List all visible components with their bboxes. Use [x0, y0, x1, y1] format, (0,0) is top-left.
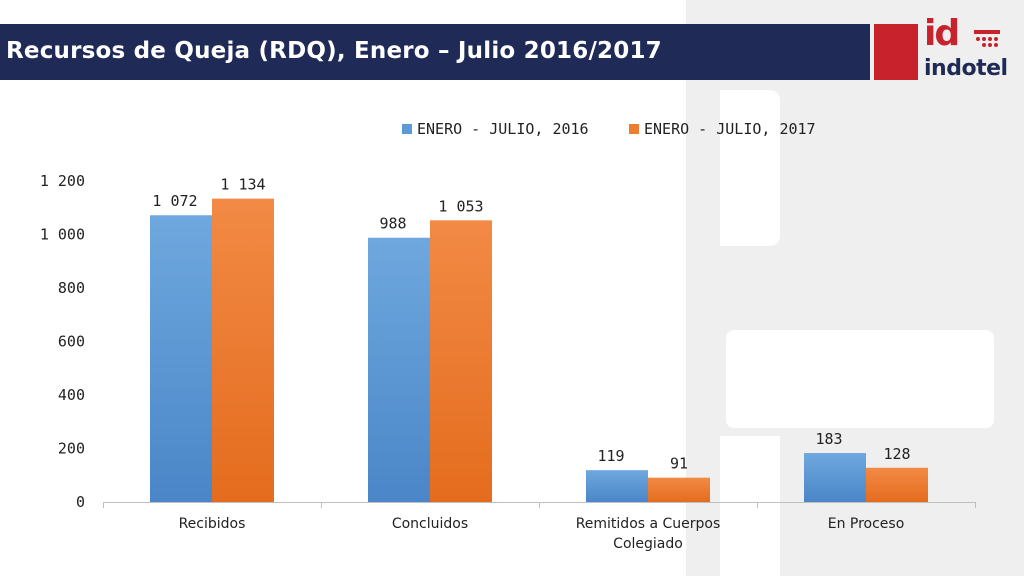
bar-chart: 0 200 400 600 800 1 000 1 200 1 072 1 134 Recibid…	[40, 120, 976, 552]
legend-swatch	[629, 124, 639, 134]
background-accent-lower	[720, 436, 780, 576]
bar-2016	[150, 215, 212, 502]
data-label: 91	[670, 455, 688, 473]
bar-2016	[586, 470, 648, 502]
y-tick-label: 1 200	[40, 172, 85, 190]
bar-2017	[212, 198, 274, 502]
title-bar	[0, 24, 870, 80]
bar-2016	[368, 237, 430, 502]
data-label: 128	[883, 445, 910, 463]
data-label: 988	[379, 215, 406, 233]
y-tick-label: 200	[58, 440, 85, 458]
bar-2016	[804, 453, 866, 502]
data-label: 1 134	[220, 176, 265, 194]
y-tick-label: 600	[58, 333, 85, 351]
indotel-logo: id indotel	[922, 16, 1008, 84]
x-category-label: En Proceso	[828, 516, 905, 532]
y-tick-label: 0	[76, 493, 85, 511]
x-category-label: Remitidos a Cuerpos	[576, 516, 721, 532]
data-label: 1 053	[438, 197, 483, 215]
legend-label: ENERO - JULIO, 2016	[417, 120, 589, 138]
slide-title: Recursos de Queja (RDQ), Enero – Julio 2…	[6, 38, 662, 64]
data-label: 1 072	[152, 192, 197, 210]
logo-wordmark: indotel	[924, 56, 1008, 81]
data-label: 119	[597, 447, 624, 465]
data-label: 183	[815, 430, 842, 448]
legend-label: ENERO - JULIO, 2017	[644, 120, 816, 138]
logo-red-block	[874, 24, 918, 80]
legend-swatch	[402, 124, 412, 134]
y-tick-label: 400	[58, 386, 85, 404]
y-tick-label: 800	[58, 279, 85, 297]
bar-2017	[430, 220, 492, 502]
x-category-label: Concluidos	[392, 516, 468, 532]
background-accent	[720, 90, 780, 246]
logo-id-text: id	[924, 13, 960, 54]
logo-dots-icon	[974, 30, 1000, 47]
bar-2017	[648, 477, 710, 502]
x-category-label: Colegiado	[613, 536, 683, 552]
bar-2017	[866, 467, 928, 502]
x-category-label: Recibidos	[179, 516, 246, 532]
y-tick-label: 1 000	[40, 226, 85, 244]
background-card	[726, 330, 994, 428]
